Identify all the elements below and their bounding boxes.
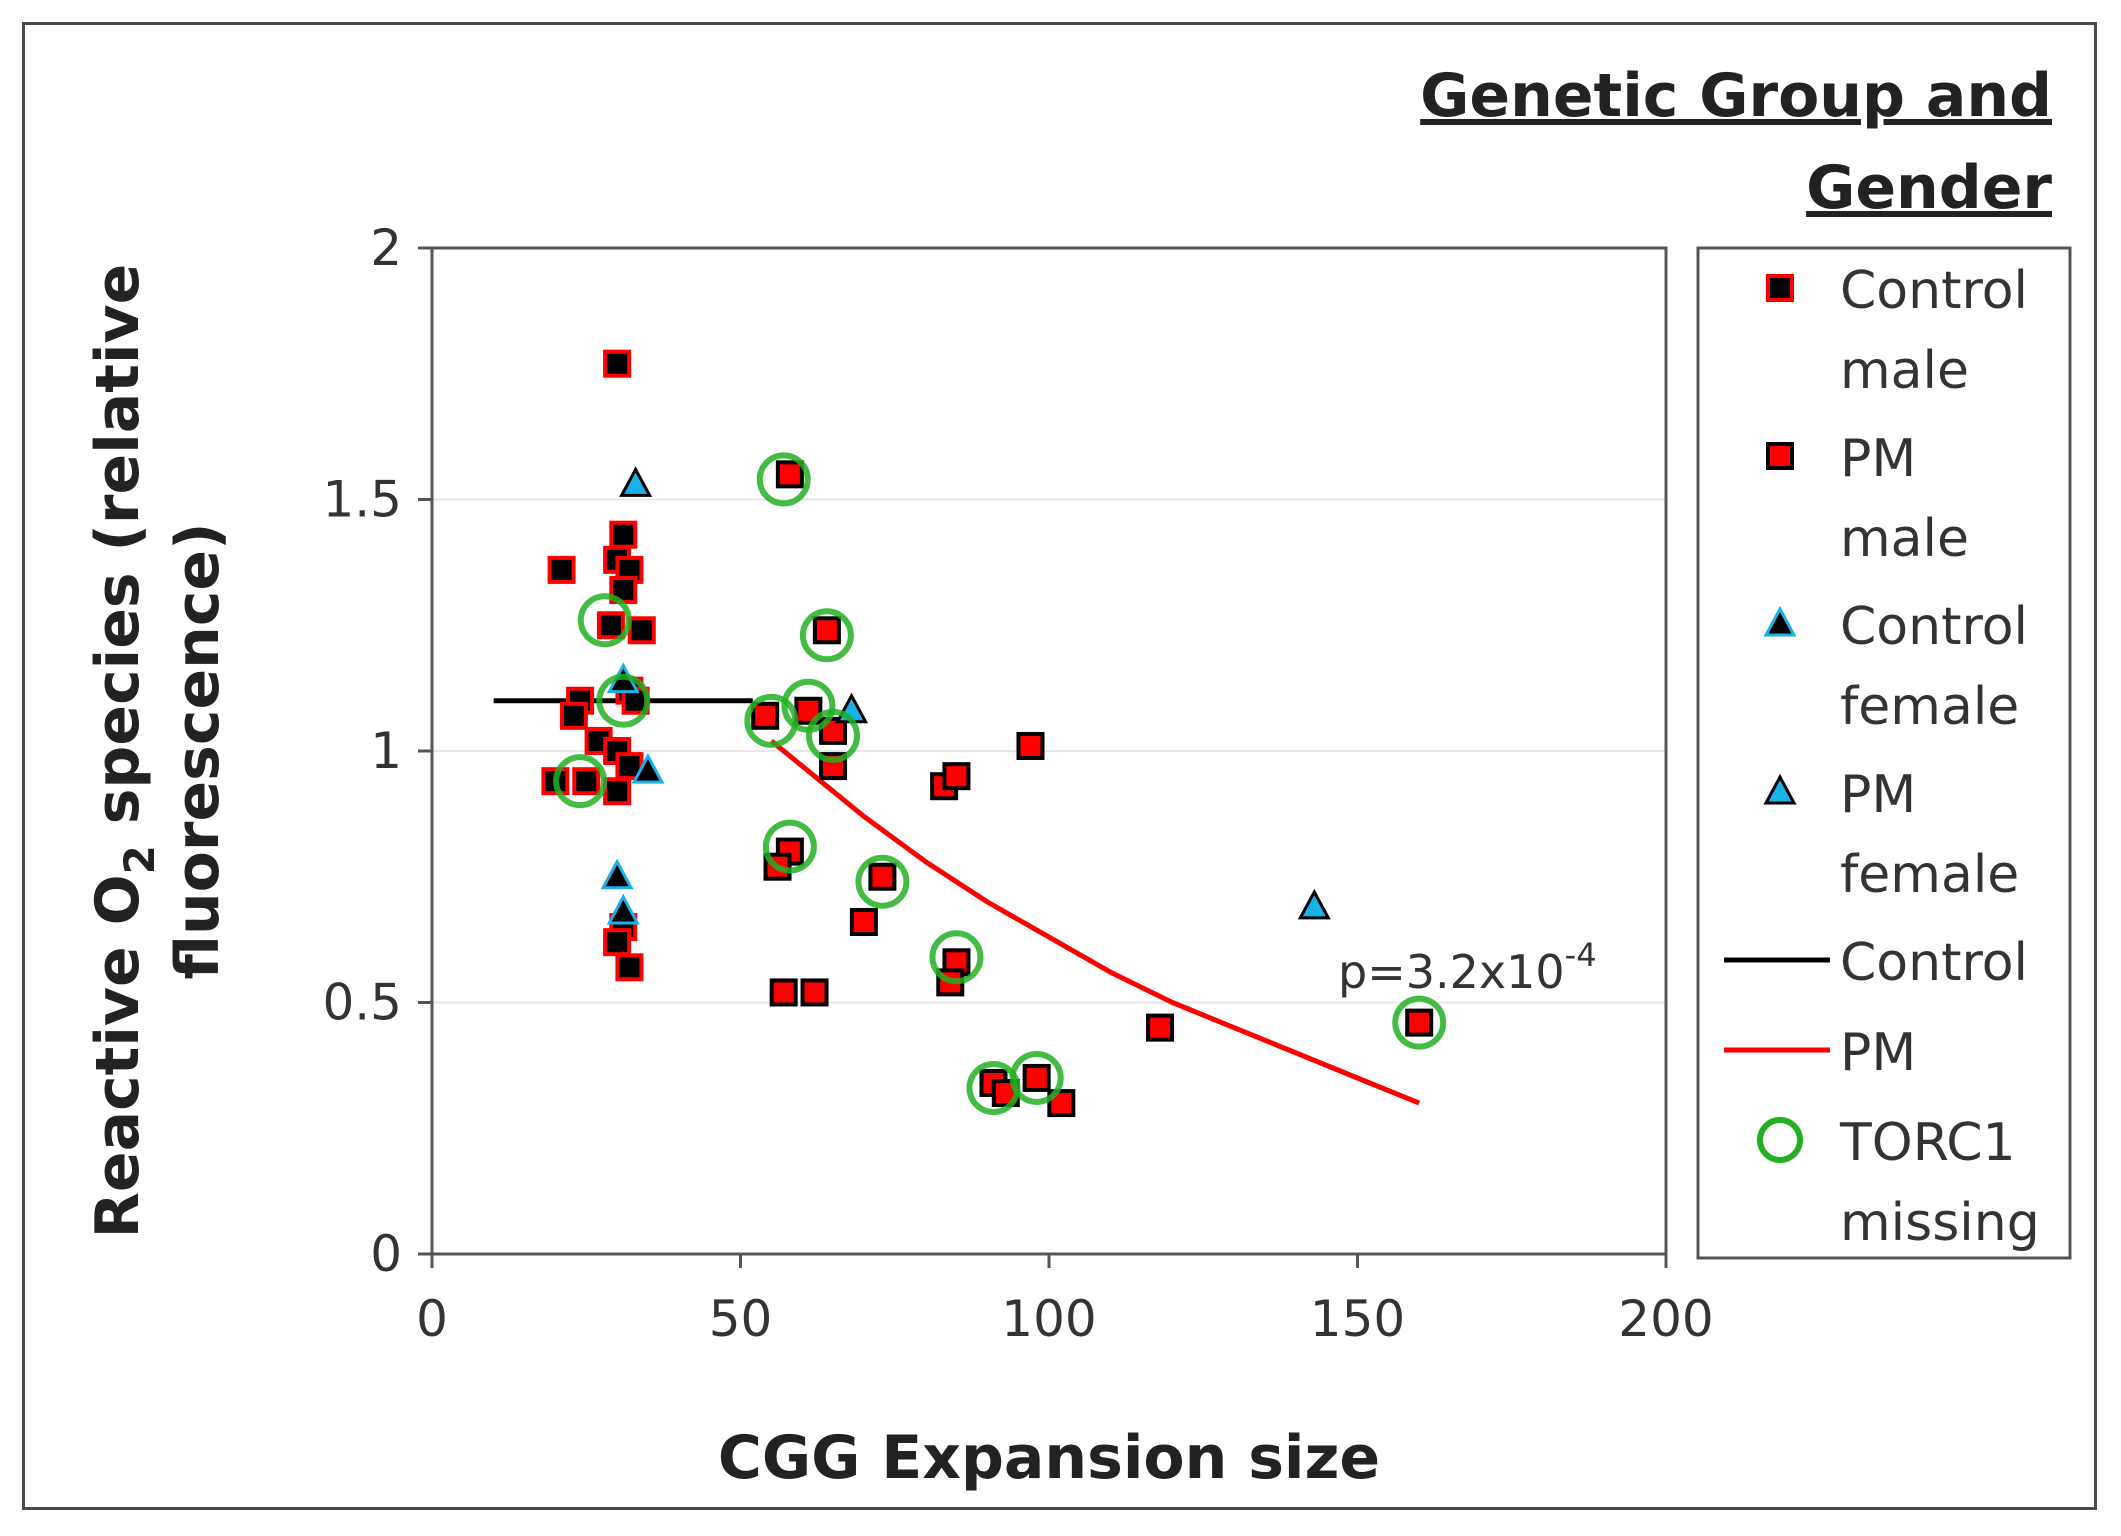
point-control-female bbox=[606, 893, 640, 925]
p-value-text: p=3.2x10 bbox=[1338, 945, 1565, 999]
point-torc1-missing bbox=[929, 930, 984, 985]
point-pm-male bbox=[1016, 731, 1045, 760]
legend-border bbox=[1696, 246, 2072, 1260]
legend-entry-0-symbol bbox=[1766, 274, 1794, 302]
point-torc1-missing bbox=[553, 754, 608, 809]
point-control-male bbox=[603, 349, 632, 378]
point-pm-male bbox=[751, 701, 780, 730]
point-pm-male bbox=[812, 616, 841, 645]
data-points bbox=[541, 349, 1434, 1118]
point-pm-female bbox=[619, 466, 653, 497]
point-pm-female bbox=[1297, 888, 1331, 920]
point-torc1-missing bbox=[596, 673, 651, 728]
point-torc1-missing bbox=[799, 608, 854, 663]
x-tick-label: 100 bbox=[1001, 1290, 1096, 1348]
y-tick-label: 2 bbox=[370, 219, 402, 277]
legend-entry-6-symbol bbox=[1757, 1117, 1803, 1163]
point-pm-male bbox=[775, 460, 804, 489]
y-axis-title-part: Reactive O bbox=[83, 874, 153, 1238]
point-control-male bbox=[603, 777, 632, 806]
point-pm-male bbox=[1405, 1008, 1434, 1037]
point-control-male bbox=[603, 928, 632, 957]
point-torc1-missing bbox=[756, 452, 811, 507]
point-control-male bbox=[547, 555, 576, 584]
legend-entry-2-label: Control bbox=[1840, 597, 2028, 657]
legend-entry-1-label: male bbox=[1840, 509, 1969, 569]
point-control-male bbox=[627, 616, 656, 645]
point-control-male bbox=[615, 953, 644, 982]
axes: 0 0.5 1 1.5 2 0 50 100 150 200 bbox=[322, 219, 1713, 1348]
legend-title-line2: Gender bbox=[1806, 153, 2052, 223]
point-pm-male bbox=[1022, 1063, 1051, 1092]
y-tick-label: 0.5 bbox=[322, 974, 402, 1032]
legend-entry-2-label: female bbox=[1840, 677, 2019, 737]
point-control-female bbox=[631, 752, 665, 784]
y-axis-title-subscript: 2 bbox=[115, 845, 164, 874]
grid-lines bbox=[432, 498, 1666, 1004]
point-pm-male bbox=[1146, 1013, 1175, 1042]
point-control-female bbox=[600, 858, 634, 890]
point-torc1-missing bbox=[744, 693, 799, 748]
y-axis-title-line2: fluorescence) bbox=[163, 522, 233, 979]
torc1-circles bbox=[553, 452, 1447, 1116]
legend: Control male PM male Control female PM female Co… bbox=[1696, 246, 2072, 1260]
p-value-annotation: p=3.2x10-4 bbox=[1338, 936, 1597, 999]
legend-entry-3-label: PM bbox=[1840, 765, 1916, 825]
x-tick-label: 50 bbox=[709, 1290, 773, 1348]
x-tick-label: 0 bbox=[416, 1290, 448, 1348]
y-axis-title-part: species (relative bbox=[83, 264, 153, 845]
y-tick-label: 1.5 bbox=[322, 471, 402, 529]
legend-entry-1-label: PM bbox=[1840, 429, 1916, 489]
legend-entry-3-symbol bbox=[1763, 773, 1797, 805]
legend-entry-5-label: PM bbox=[1840, 1023, 1916, 1083]
x-tick-label: 200 bbox=[1618, 1290, 1713, 1348]
point-torc1-missing bbox=[577, 593, 632, 648]
point-torc1-missing bbox=[762, 819, 817, 874]
point-pm-male bbox=[868, 862, 897, 891]
point-torc1-missing bbox=[1009, 1050, 1064, 1105]
legend-entry-6-label: TORC1 bbox=[1839, 1113, 2016, 1173]
point-control-male bbox=[559, 701, 588, 730]
fit-line-pm bbox=[769, 738, 1421, 1106]
legend-title-line1: Genetic Group and bbox=[1420, 61, 2052, 131]
legend-entry-0-label: Control bbox=[1840, 261, 2028, 321]
point-control-male bbox=[572, 767, 601, 796]
legend-entry-1-symbol bbox=[1766, 442, 1794, 470]
legend-entry-2-symbol bbox=[1763, 605, 1797, 637]
y-axis-title: Reactive O2 species (relative fluorescen… bbox=[83, 264, 233, 1239]
y-tick-label: 0 bbox=[370, 1225, 402, 1283]
point-pm-male bbox=[942, 762, 971, 791]
svg-text:Reactive O2 species (relative: Reactive O2 species (relative bbox=[83, 264, 164, 1239]
point-pm-male bbox=[800, 978, 829, 1007]
p-value-exponent: -4 bbox=[1565, 936, 1597, 974]
point-torc1-missing bbox=[806, 708, 861, 763]
point-torc1-missing bbox=[855, 854, 910, 909]
legend-entry-3-label: female bbox=[1840, 845, 2019, 905]
point-pm-male bbox=[849, 908, 878, 937]
x-axis-title: CGG Expansion size bbox=[718, 1423, 1380, 1493]
y-tick-label: 1 bbox=[370, 722, 402, 780]
legend-entry-0-label: male bbox=[1840, 341, 1969, 401]
point-torc1-missing bbox=[1392, 995, 1447, 1050]
point-control-male bbox=[609, 520, 638, 549]
legend-entry-4-label: Control bbox=[1840, 933, 2028, 993]
x-tick-label: 150 bbox=[1310, 1290, 1405, 1348]
legend-entry-6-label: missing bbox=[1840, 1193, 2040, 1253]
point-control-male bbox=[596, 611, 625, 640]
point-pm-male bbox=[769, 978, 798, 1007]
